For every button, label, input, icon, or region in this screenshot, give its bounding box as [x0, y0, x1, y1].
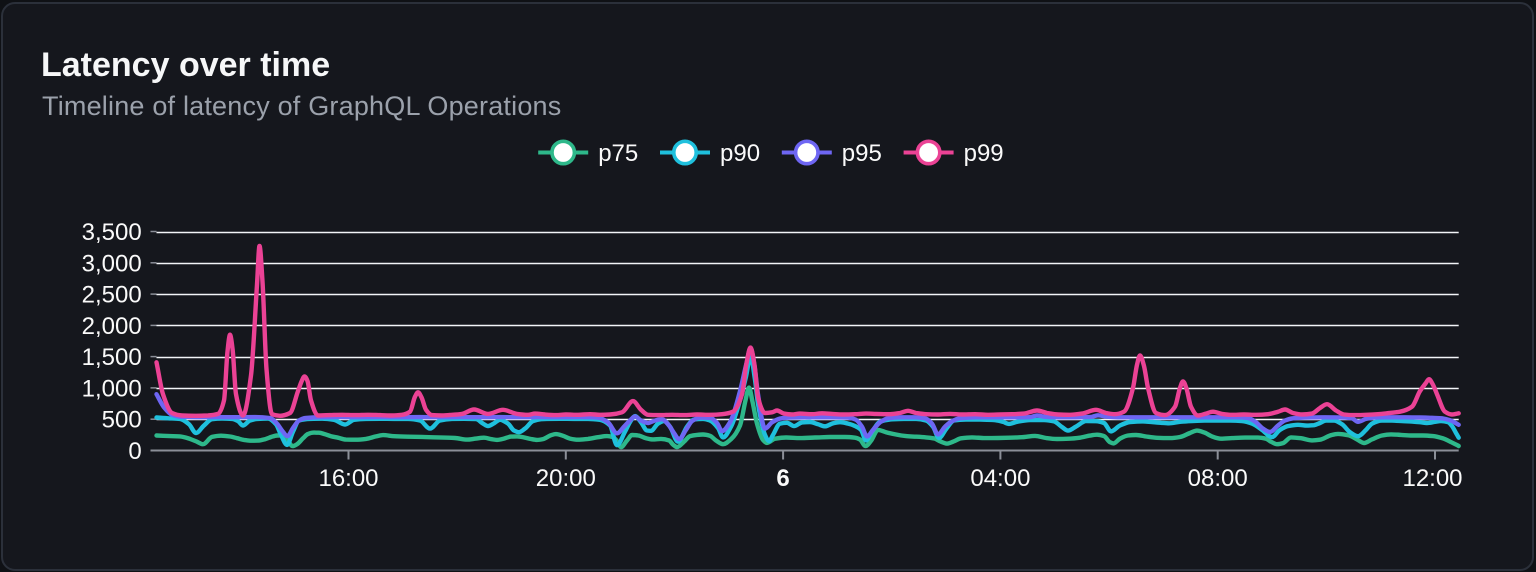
svg-text:p95: p95	[842, 140, 882, 167]
svg-text:2,500: 2,500	[82, 282, 142, 309]
svg-text:p99: p99	[964, 140, 1004, 167]
svg-text:1,500: 1,500	[82, 344, 142, 371]
svg-text:04:00: 04:00	[970, 465, 1030, 492]
svg-text:12:00: 12:00	[1402, 465, 1462, 492]
svg-text:16:00: 16:00	[318, 465, 378, 492]
svg-text:20:00: 20:00	[536, 465, 596, 492]
svg-text:2,000: 2,000	[82, 313, 142, 340]
svg-text:1,000: 1,000	[82, 375, 142, 402]
svg-text:p75: p75	[598, 140, 638, 167]
svg-text:08:00: 08:00	[1188, 465, 1248, 492]
svg-text:3,000: 3,000	[82, 250, 142, 277]
svg-text:500: 500	[102, 407, 142, 434]
svg-text:6: 6	[776, 465, 789, 492]
svg-text:p90: p90	[720, 140, 760, 167]
svg-text:0: 0	[128, 438, 141, 465]
svg-text:3,500: 3,500	[82, 219, 142, 246]
